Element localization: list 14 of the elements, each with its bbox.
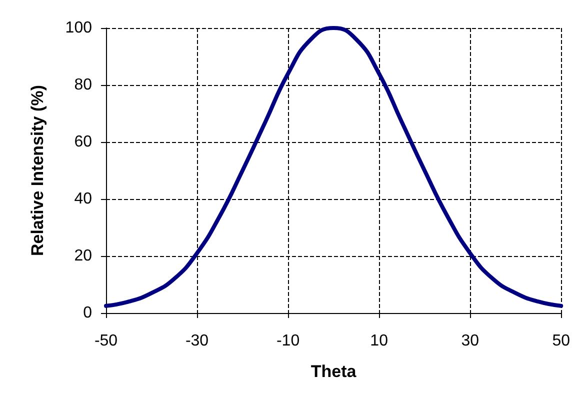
x-tick-label: -30 <box>185 332 209 350</box>
y-tick-label: 40 <box>74 190 92 208</box>
x-axis-title: Theta <box>310 362 357 381</box>
y-tick-label: 60 <box>74 134 92 150</box>
x-tick-label: -50 <box>94 332 118 350</box>
y-tick-label: 100 <box>65 20 92 36</box>
y-tick-label: 20 <box>74 248 92 264</box>
y-tick-label: 80 <box>74 76 92 94</box>
x-tick-label: 50 <box>552 332 570 350</box>
y-tick-label: 0 <box>83 304 92 322</box>
y-axis-title: Relative Intensity (%) <box>28 85 47 256</box>
x-tick-label: -10 <box>276 332 300 350</box>
x-tick-label: 10 <box>370 332 388 350</box>
x-tick-label: 30 <box>461 332 480 350</box>
